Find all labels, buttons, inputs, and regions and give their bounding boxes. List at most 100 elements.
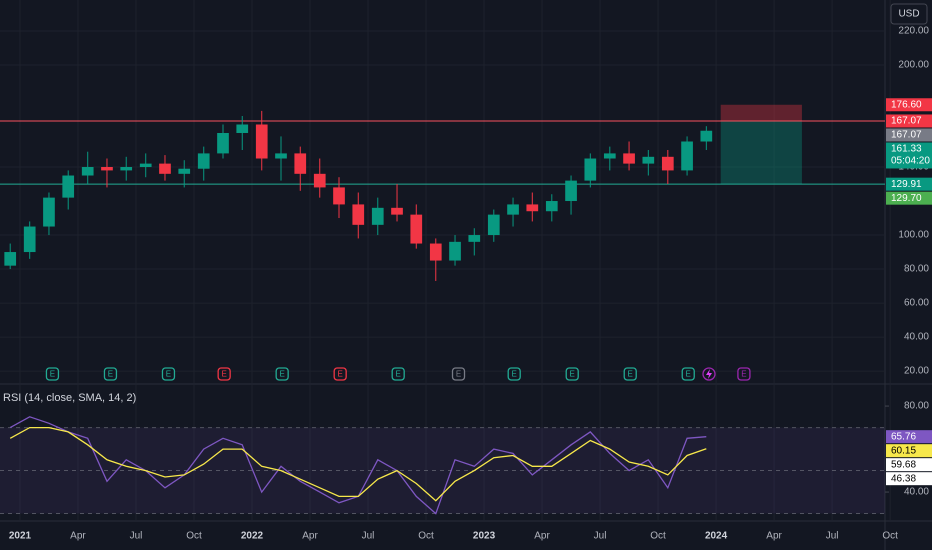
x-tick-label: Jul xyxy=(594,531,607,542)
y-tick-label: 200.00 xyxy=(898,60,929,71)
earnings-icon xyxy=(161,367,176,381)
earnings-icon xyxy=(507,367,521,381)
y-tick-label: 80.00 xyxy=(904,264,929,275)
value-tag xyxy=(886,430,932,444)
price-tag-label: 167.07 xyxy=(891,116,922,127)
earnings-icon-label: E xyxy=(50,370,55,379)
currency-label[interactable]: USD xyxy=(898,9,919,20)
candle-body xyxy=(139,163,152,168)
candle-body xyxy=(700,130,713,142)
rsi-line xyxy=(9,426,707,502)
earnings-icon xyxy=(45,367,60,381)
price-tag-label: 167.07 xyxy=(891,130,922,141)
earnings-icon xyxy=(565,367,579,381)
earnings-icon xyxy=(623,367,637,381)
price-tag xyxy=(886,142,932,169)
candle-body xyxy=(507,204,519,215)
x-tick-label: 2024 xyxy=(705,531,728,542)
candle-body xyxy=(449,241,461,261)
x-tick-label: Oct xyxy=(882,531,898,542)
earnings-icon xyxy=(391,367,405,381)
candle-body xyxy=(429,243,442,261)
price-tag xyxy=(886,128,932,142)
candle-body xyxy=(4,252,17,266)
earnings-icon xyxy=(217,367,231,381)
candle-body xyxy=(197,153,210,169)
candle-body xyxy=(62,175,75,198)
x-tick-label: Oct xyxy=(650,531,666,542)
stop-zone xyxy=(720,104,802,121)
x-tick-label: Jul xyxy=(362,531,375,542)
candle-body xyxy=(545,201,558,212)
earnings-icon xyxy=(737,367,751,381)
y-tick-label: 100.00 xyxy=(898,230,929,241)
x-tick-label: 2023 xyxy=(473,531,496,542)
x-tick-label: Apr xyxy=(302,531,318,542)
candle-body xyxy=(255,124,268,159)
price-tag-label: 129.70 xyxy=(891,193,922,204)
y-tick-label: 220.00 xyxy=(898,26,929,37)
countdown-label: 05:04:20 xyxy=(891,156,930,167)
candle-body xyxy=(391,207,403,215)
value-tag xyxy=(886,458,932,472)
candle-body xyxy=(43,197,55,227)
candle-body xyxy=(642,156,655,164)
value-tag-label: 65.76 xyxy=(891,431,916,442)
candle-body xyxy=(410,214,423,244)
earnings-icon xyxy=(103,367,118,381)
candle-body xyxy=(101,167,113,171)
earnings-icon-label: E xyxy=(166,370,171,379)
value-tag-label: 46.38 xyxy=(891,473,916,484)
candle-body xyxy=(294,153,307,174)
earnings-icon-label: E xyxy=(108,370,113,379)
earnings-icon xyxy=(275,367,289,381)
x-tick-label: Jul xyxy=(130,531,143,542)
candle-body xyxy=(178,168,191,174)
x-tick-label: Apr xyxy=(534,531,550,542)
price-tag-label: 129.91 xyxy=(891,179,922,190)
earnings-icon-label: E xyxy=(512,370,517,379)
earnings-icon-label: E xyxy=(741,370,746,379)
earnings-icon-label: E xyxy=(456,370,461,379)
value-tag xyxy=(886,472,932,486)
earnings-icon xyxy=(451,367,466,381)
dividend-bolt xyxy=(706,369,712,379)
value-tag-label: 60.15 xyxy=(891,445,916,456)
candle-body xyxy=(565,180,577,202)
candle-body xyxy=(159,163,171,174)
candle-body xyxy=(275,153,287,159)
candle-body xyxy=(217,132,229,154)
earnings-icon xyxy=(681,367,695,381)
price-tag xyxy=(886,98,932,112)
candle-body xyxy=(352,204,365,225)
x-tick-label: 2021 xyxy=(9,531,32,542)
earnings-icon-label: E xyxy=(221,370,226,379)
currency-button[interactable] xyxy=(890,3,928,25)
price-tag xyxy=(886,177,932,191)
x-tick-label: Jul xyxy=(826,531,839,542)
rsi-title: RSI (14, close, SMA, 14, 2) xyxy=(3,392,136,404)
x-tick-label: Apr xyxy=(766,531,782,542)
value-tag xyxy=(886,444,932,458)
price-tag xyxy=(886,114,932,128)
earnings-icon-label: E xyxy=(279,370,284,379)
candle-body xyxy=(603,153,616,159)
candle-body xyxy=(236,124,249,133)
target-zone xyxy=(720,120,802,185)
x-tick-label: Oct xyxy=(186,531,202,542)
earnings-icon-label: E xyxy=(396,370,401,379)
earnings-icon xyxy=(333,367,347,381)
candle-body xyxy=(468,235,481,242)
candle-body xyxy=(371,207,384,225)
y-tick-label: 20.00 xyxy=(904,366,929,377)
earnings-icon-label: E xyxy=(628,370,633,379)
candle-body xyxy=(584,158,597,181)
candle-body xyxy=(333,187,345,205)
earnings-icon-label: E xyxy=(686,370,691,379)
y-tick-label: 80.00 xyxy=(904,401,929,412)
candle-body xyxy=(526,204,539,212)
x-tick-label: Oct xyxy=(418,531,434,542)
earnings-icon-label: E xyxy=(337,370,342,379)
value-tag-label: 59.68 xyxy=(891,459,916,470)
candle-body xyxy=(23,226,36,253)
